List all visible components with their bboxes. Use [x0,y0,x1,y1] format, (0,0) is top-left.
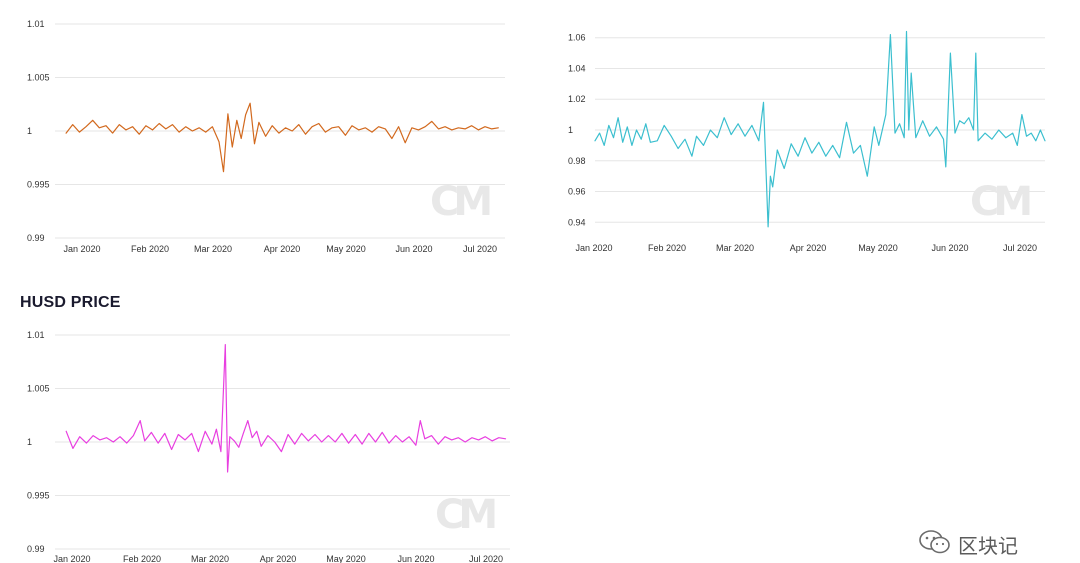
y-tick-label: 0.99 [27,233,45,243]
chart-2-y-ticks: 0.94 0.96 0.98 1 1.02 1.04 1.06 [568,33,586,228]
y-tick-label: 1 [568,125,573,135]
chart-1-grid [55,23,505,239]
x-tick-label: Mar 2020 [191,554,229,563]
chart-1-series-line [65,102,499,173]
y-tick-label: 1.04 [568,63,586,73]
y-tick-label: 1.01 [27,330,45,340]
chart-1: 0.99 0.995 1 1.005 1.01 Jan 2020 Feb 2020 Mar … [27,19,505,254]
y-tick-label: 0.96 [568,187,586,197]
chart-3-y-ticks: 0.99 0.995 1 1.005 1.01 [27,330,50,554]
x-tick-label: Jun 2020 [395,244,432,254]
chart-2-series-line [594,30,1046,228]
x-tick-label: May 2020 [326,244,366,254]
y-tick-label: 0.995 [27,491,50,501]
x-tick-label: Jan 2020 [63,244,100,254]
y-tick-label: 0.98 [568,156,586,166]
chart-1-x-ticks: Jan 2020 Feb 2020 Mar 2020 Apr 2020 May 2020… [63,244,497,254]
chart-panel-1: 0.99 0.995 1 1.005 1.01 Jan 2020 Feb 2020 Mar … [0,0,540,270]
chart-3-x-ticks: Jan 2020 Feb 2020 Mar 2020 Apr 2020 May 2020… [53,554,503,563]
chart-1-watermark: CM [430,179,490,225]
x-tick-label: Mar 2020 [716,243,754,253]
x-tick-label: Jul 2020 [469,554,503,563]
y-tick-label: 1.02 [568,94,586,104]
x-tick-label: Jun 2020 [931,243,968,253]
chart-2-grid [595,37,1045,223]
chart-panel-3: HUSD PRICE 0.99 0.995 1 1.005 1.01 Jan 2020 F… [0,285,540,563]
y-tick-label: 1 [27,437,32,447]
x-tick-label: Jun 2020 [397,554,434,563]
y-tick-label: 1.06 [568,33,586,43]
x-tick-label: Jan 2020 [575,243,612,253]
chart-3-series [65,343,507,473]
x-tick-label: Apr 2020 [790,243,827,253]
x-tick-label: Feb 2020 [648,243,686,253]
y-tick-label: 1.005 [27,73,50,83]
chart-2: 0.94 0.96 0.98 1 1.02 1.04 1.06 Jan 2020 Feb 20… [568,30,1046,253]
x-tick-label: May 2020 [326,554,366,563]
x-tick-label: Apr 2020 [260,554,297,563]
y-tick-label: 1.01 [27,19,45,29]
chart-2-watermark: CM [970,179,1030,225]
x-tick-label: Feb 2020 [123,554,161,563]
chart-panel-2: 0.94 0.96 0.98 1 1.02 1.04 1.06 Jan 2020 Feb 20… [540,0,1080,270]
x-tick-label: Mar 2020 [194,244,232,254]
y-tick-label: 0.995 [27,180,50,190]
chart-2-x-ticks: Jan 2020 Feb 2020 Mar 2020 Apr 2020 May 2020… [575,243,1037,253]
chart-3: 0.99 0.995 1 1.005 1.01 Jan 2020 Feb 2020 Mar … [27,330,510,563]
chart-3-grid [55,334,510,550]
chart-2-series [594,30,1046,228]
x-tick-label: Jan 2020 [53,554,90,563]
x-tick-label: Jul 2020 [463,244,497,254]
y-tick-label: 1.005 [27,384,50,394]
x-tick-label: Jul 2020 [1003,243,1037,253]
y-tick-label: 0.99 [27,544,45,554]
y-tick-label: 0.94 [568,217,586,227]
x-tick-label: May 2020 [858,243,898,253]
y-tick-label: 1 [27,126,32,136]
chart-1-y-ticks: 0.99 0.995 1 1.005 1.01 [27,19,50,243]
x-tick-label: Apr 2020 [264,244,301,254]
footer-brand: 区块记 [918,528,1058,560]
chart-1-series [65,102,499,173]
x-tick-label: Feb 2020 [131,244,169,254]
brand-text: 区块记 [958,533,1018,558]
chart-3-watermark: CM [435,492,495,538]
chart-title-3: HUSD PRICE [20,294,121,311]
wechat-icon [918,529,952,560]
chart-3-series-line [65,343,507,473]
